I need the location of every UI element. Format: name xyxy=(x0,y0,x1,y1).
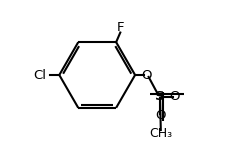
Text: O: O xyxy=(141,69,152,81)
Text: O: O xyxy=(169,90,179,103)
Text: F: F xyxy=(117,21,124,34)
Text: O: O xyxy=(155,109,165,122)
Text: CH₃: CH₃ xyxy=(149,127,172,140)
Text: S: S xyxy=(155,90,165,103)
Text: Cl: Cl xyxy=(33,69,46,81)
